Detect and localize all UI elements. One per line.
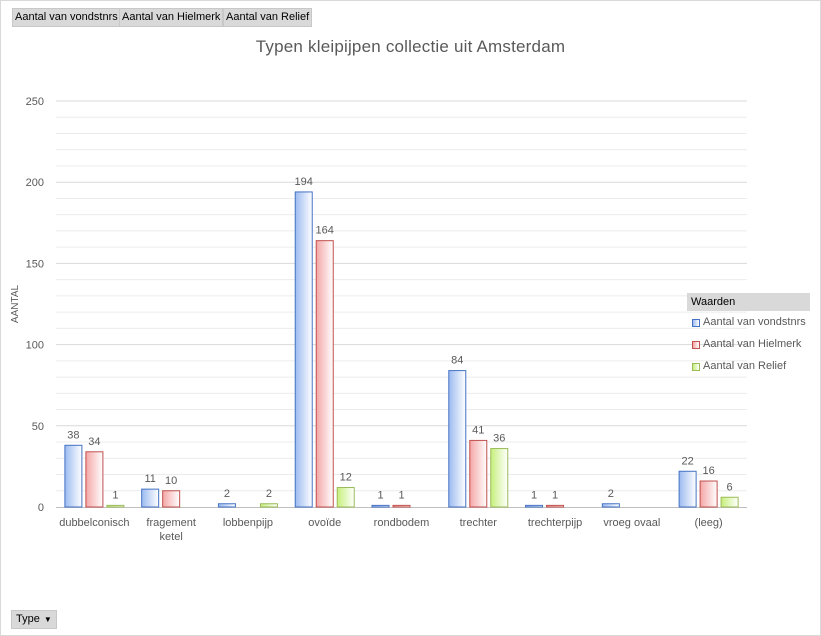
x-tick-label: trechter [460, 517, 498, 529]
legend-swatch-vondstnrs [692, 319, 700, 327]
chart-title: Typen kleipijpen collectie uit Amsterdam [255, 37, 566, 56]
y-tick-label: 150 [26, 258, 44, 270]
data-label: 1 [112, 489, 118, 501]
bar [371, 504, 390, 508]
bar [64, 444, 83, 508]
bar [259, 503, 278, 508]
x-tick-label: dubbelconisch [59, 517, 129, 529]
data-label: 12 [340, 472, 352, 484]
bar [601, 503, 620, 508]
legend-title[interactable]: Waarden [687, 293, 810, 311]
legend-item-relief[interactable]: Aantal van Relief [687, 355, 810, 377]
bar [162, 490, 181, 508]
field-button-vondstnrs[interactable]: Aantal van vondstnrs [12, 8, 121, 27]
y-tick-label: 100 [26, 340, 44, 352]
data-label: 194 [295, 176, 313, 188]
data-label: 16 [702, 465, 714, 477]
bar [315, 240, 334, 508]
data-label: 22 [681, 455, 693, 467]
y-tick-label: 200 [26, 177, 44, 189]
bar [699, 480, 718, 508]
type-filter-label: Type [16, 613, 40, 625]
type-filter-button[interactable]: Type ▼ [11, 610, 57, 629]
data-label: 2 [266, 488, 272, 500]
legend-swatch-hielmerk [692, 341, 700, 349]
bar [106, 504, 125, 508]
data-label: 41 [472, 424, 484, 436]
x-tick-label: fragement [146, 517, 196, 529]
y-axis-label: AANTAL [10, 284, 21, 323]
bar [336, 487, 355, 508]
data-label: 1 [552, 489, 558, 501]
bar [490, 448, 509, 508]
data-label: 36 [493, 433, 505, 445]
y-tick-label: 50 [32, 421, 44, 433]
field-button-relief[interactable]: Aantal van Relief [223, 8, 313, 27]
data-label: 1 [398, 489, 404, 501]
legend-label-vondstnrs: Aantal van vondstnrs [703, 316, 806, 328]
bar [448, 370, 467, 508]
bar [85, 451, 104, 508]
data-label: 1 [377, 489, 383, 501]
legend-item-vondstnrs[interactable]: Aantal van vondstnrs [687, 311, 810, 333]
x-tick-label: ovoïde [308, 517, 341, 529]
y-tick-label: 250 [26, 96, 44, 108]
data-label: 34 [88, 436, 100, 448]
data-label: 38 [67, 429, 79, 441]
bar [294, 191, 313, 508]
field-button-hielmerk[interactable]: Aantal van Hielmerk [119, 8, 224, 27]
x-tick-label: rondbodem [374, 517, 430, 529]
data-label: 6 [727, 481, 733, 493]
data-label: 11 [144, 473, 155, 485]
bar [469, 439, 488, 508]
legend-label-relief: Aantal van Relief [703, 360, 787, 372]
data-label: 10 [165, 475, 177, 487]
legend-label-hielmerk: Aantal van Hielmerk [703, 338, 802, 350]
bar [720, 496, 739, 508]
bar [525, 504, 544, 508]
x-tick-label: trechterpijp [528, 517, 582, 529]
data-label: 164 [316, 225, 334, 237]
bar [217, 503, 236, 508]
data-label: 84 [451, 355, 463, 367]
y-tick-label: 0 [38, 502, 44, 514]
bar [678, 470, 697, 508]
dropdown-arrow-icon: ▼ [43, 615, 52, 624]
data-label: 2 [224, 488, 230, 500]
x-tick-label: vroeg ovaal [603, 517, 660, 529]
x-tick-label: ketel [160, 531, 183, 543]
legend: Waarden Aantal van vondstnrs Aantal van … [687, 293, 810, 377]
data-label: 2 [608, 488, 614, 500]
data-label: 1 [531, 489, 537, 501]
bar [546, 504, 565, 508]
bar [392, 504, 411, 508]
legend-item-hielmerk[interactable]: Aantal van Hielmerk [687, 333, 810, 355]
x-tick-label: lobbenpijp [223, 517, 273, 529]
bar [141, 488, 160, 508]
x-tick-label: (leeg) [695, 517, 723, 529]
legend-swatch-relief [692, 363, 700, 371]
